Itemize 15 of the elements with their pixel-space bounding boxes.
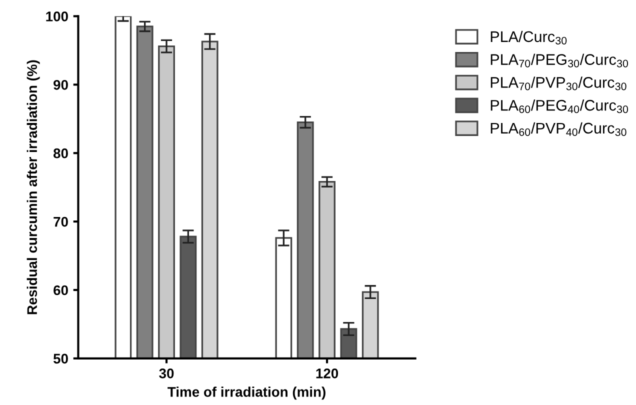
legend-label: PLA$_{60}$/PVP$_{40}$/Curc$_{30}$ bbox=[490, 122, 626, 136]
y-axis-title: Residual curcumin after irradiation (%) bbox=[26, 60, 40, 314]
y-tick-label: 90 bbox=[54, 80, 68, 90]
legend-label: PLA/Curc$_{30}$ bbox=[490, 30, 567, 44]
legend-label: PLA$_{60}$/PEG$_{40}$/Curc$_{30}$ bbox=[490, 100, 628, 114]
x-tick-label: 30 bbox=[159, 368, 174, 378]
x-axis-title: Time of irradiation (min) bbox=[168, 386, 326, 400]
legend-label: PLA$_{70}$/PEG$_{30}$/Curc$_{30}$ bbox=[490, 54, 628, 68]
y-tick-label: 60 bbox=[54, 285, 68, 296]
y-tick-label: 100 bbox=[46, 12, 68, 22]
legend-label: PLA$_{70}$/PVP$_{30}$/Curc$_{30}$ bbox=[490, 76, 626, 90]
y-tick-label: 70 bbox=[54, 216, 68, 227]
y-tick-label: 50 bbox=[53, 354, 68, 364]
y-tick-label: 80 bbox=[54, 148, 68, 158]
x-tick-label: 120 bbox=[316, 368, 338, 378]
